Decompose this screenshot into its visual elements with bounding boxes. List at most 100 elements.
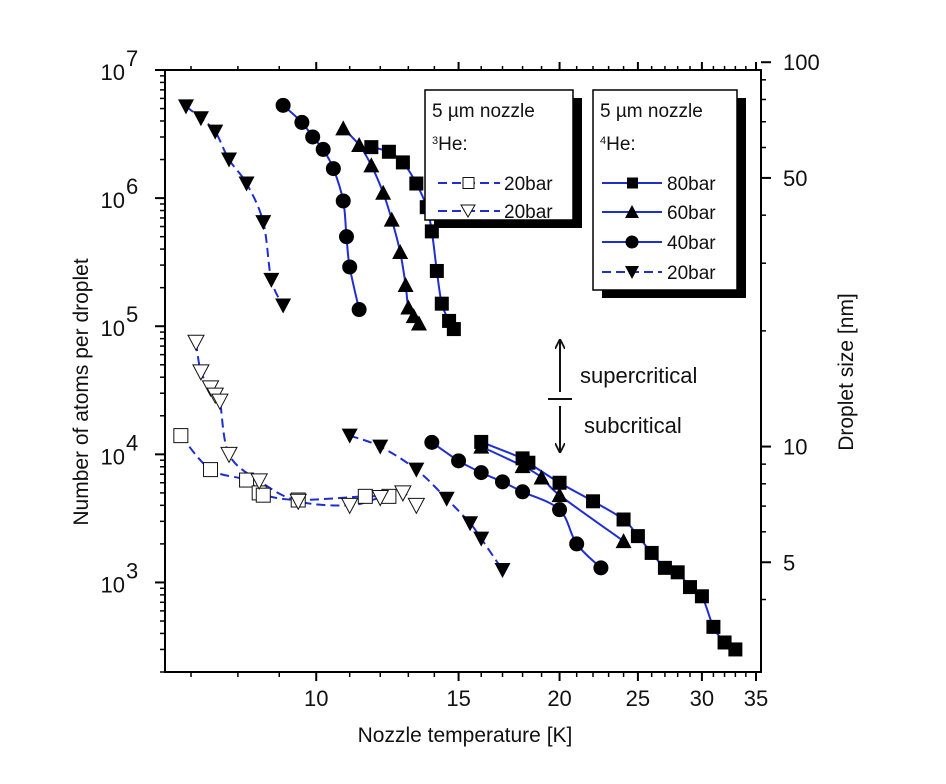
data-point-4He-80bar xyxy=(706,619,721,634)
data-point-4He-40bar xyxy=(335,193,351,209)
data-point-4He-20bar xyxy=(221,152,238,168)
data-point-3He-20bar xyxy=(289,493,308,511)
data-point-4He-40bar xyxy=(424,434,440,450)
supercritical-label: supercritical xyxy=(580,363,697,388)
series-line-3He-20bar xyxy=(195,342,418,507)
y-tick-exponent: 7 xyxy=(126,46,138,71)
legend-4he-marker-triangle-up xyxy=(625,205,639,218)
data-point-4He-80bar xyxy=(694,589,709,604)
data-point-3He-20bar xyxy=(211,393,229,411)
data-point-4He-20bar xyxy=(207,124,224,140)
data-point-4He-40bar xyxy=(338,229,354,245)
data-point-4He-40bar xyxy=(342,259,358,275)
data-point-4He-80bar xyxy=(434,296,449,311)
data-point-4He-60bar xyxy=(383,211,400,227)
data-point-4He-20bar xyxy=(177,99,194,115)
y-tick-label: 10 xyxy=(101,572,125,597)
data-point-3He-20bar xyxy=(255,487,271,503)
data-point-4He-60bar xyxy=(533,469,550,485)
y-tick-label: 10 xyxy=(101,188,125,213)
data-point-4He-20bar xyxy=(494,563,511,579)
data-point-4He-20bar xyxy=(473,531,490,547)
y-tick-label: 10 xyxy=(101,444,125,469)
y-tick-exponent: 4 xyxy=(126,430,138,455)
data-point-4He-80bar xyxy=(586,494,601,509)
data-point-4He-20bar xyxy=(462,516,479,532)
data-point-4He-20bar xyxy=(255,215,272,231)
data-point-4He-40bar xyxy=(351,302,367,318)
legend-3he-isotope: 3He: xyxy=(432,134,468,155)
data-point-4He-60bar xyxy=(351,136,368,152)
data-point-3He-20bar xyxy=(407,497,426,515)
y-tick-exponent: 3 xyxy=(126,558,138,583)
x-tick-label: 15 xyxy=(446,686,470,711)
data-point-4He-80bar xyxy=(644,545,659,560)
data-point-4He-20bar xyxy=(275,298,292,314)
data-point-4He-60bar xyxy=(397,276,414,292)
legend-3he: 5 µm nozzle 3He: 20bar 20bar xyxy=(424,89,582,228)
y-axis-right-title: Droplet size [nm] xyxy=(835,293,858,451)
y-right-ticks: 5 10 50 100 xyxy=(761,50,820,601)
data-point-4He-80bar xyxy=(429,263,444,278)
series-line-4He-40bar xyxy=(282,104,361,310)
data-point-4He-80bar xyxy=(630,529,645,544)
legend-3he-header: 5 µm nozzle xyxy=(432,101,535,122)
data-point-4He-60bar xyxy=(615,533,632,549)
data-point-4He-20bar xyxy=(238,176,255,192)
legend-4he-entry-40bar: 40bar xyxy=(667,233,716,254)
data-point-4He-60bar xyxy=(392,243,409,259)
x-tick-label: 35 xyxy=(744,686,768,711)
data-point-4He-80bar xyxy=(616,512,631,527)
data-point-4He-80bar xyxy=(728,642,743,657)
data-point-4He-20bar xyxy=(341,428,358,444)
data-point-3He-20bar xyxy=(357,488,373,504)
data-point-4He-80bar xyxy=(364,140,379,155)
legend-4he: 5 µm nozzle 4He: 80bar 60bar 40bar 20bar xyxy=(592,89,746,298)
legend-3he-marker-triangle xyxy=(460,204,476,218)
plot-frame xyxy=(164,69,762,673)
data-point-4He-60bar xyxy=(335,120,352,136)
data-point-3He-20bar xyxy=(173,428,189,444)
data-point-3He-20bar xyxy=(394,485,412,502)
x-tick-label: 10 xyxy=(304,686,328,711)
data-point-4He-60bar xyxy=(363,157,380,173)
data-point-4He-20bar xyxy=(263,272,280,288)
data-point-4He-40bar xyxy=(515,484,531,500)
data-point-4He-40bar xyxy=(315,141,331,157)
y-right-tick-label: 10 xyxy=(783,435,807,460)
data-point-4He-80bar xyxy=(409,176,424,191)
data-point-4He-40bar xyxy=(294,114,310,130)
data-point-4He-40bar xyxy=(569,536,585,552)
data-point-3He-20bar xyxy=(239,472,255,488)
data-point-4He-20bar xyxy=(372,439,389,455)
data-point-4He-80bar xyxy=(395,155,410,170)
y-tick-exponent: 6 xyxy=(126,174,138,199)
y-right-tick-label: 50 xyxy=(783,166,807,191)
legend-4he-entry-80bar: 80bar xyxy=(667,174,716,195)
data-point-4He-60bar xyxy=(375,184,392,200)
data-point-4He-40bar xyxy=(305,129,321,145)
x-tick-label: 25 xyxy=(626,686,650,711)
series-line-4He-60bar xyxy=(480,445,625,542)
data-point-3He-20bar xyxy=(203,462,219,478)
data-point-3He-20bar xyxy=(187,334,205,352)
data-point-4He-40bar xyxy=(325,161,341,177)
data-point-4He-60bar xyxy=(514,458,531,474)
data-point-4He-40bar xyxy=(451,453,467,469)
legend-4he-entry-20bar: 20bar xyxy=(667,263,716,284)
data-point-4He-20bar xyxy=(438,491,455,507)
data-point-4He-20bar xyxy=(408,462,425,478)
legend-3he-marker-square xyxy=(462,177,475,189)
y-tick-exponent: 5 xyxy=(126,302,138,327)
legend-4he-marker-triangle-down xyxy=(625,266,639,279)
legend-4he-entry-60bar: 60bar xyxy=(667,203,716,224)
x-tick-label: 20 xyxy=(547,686,571,711)
series-layer xyxy=(173,97,743,657)
data-point-4He-80bar xyxy=(381,144,396,159)
x-axis-title: Nozzle temperature [K] xyxy=(358,724,573,747)
data-point-4He-40bar xyxy=(473,465,489,481)
subcritical-label: subcritical xyxy=(584,413,682,438)
data-point-4He-20bar xyxy=(192,111,209,127)
